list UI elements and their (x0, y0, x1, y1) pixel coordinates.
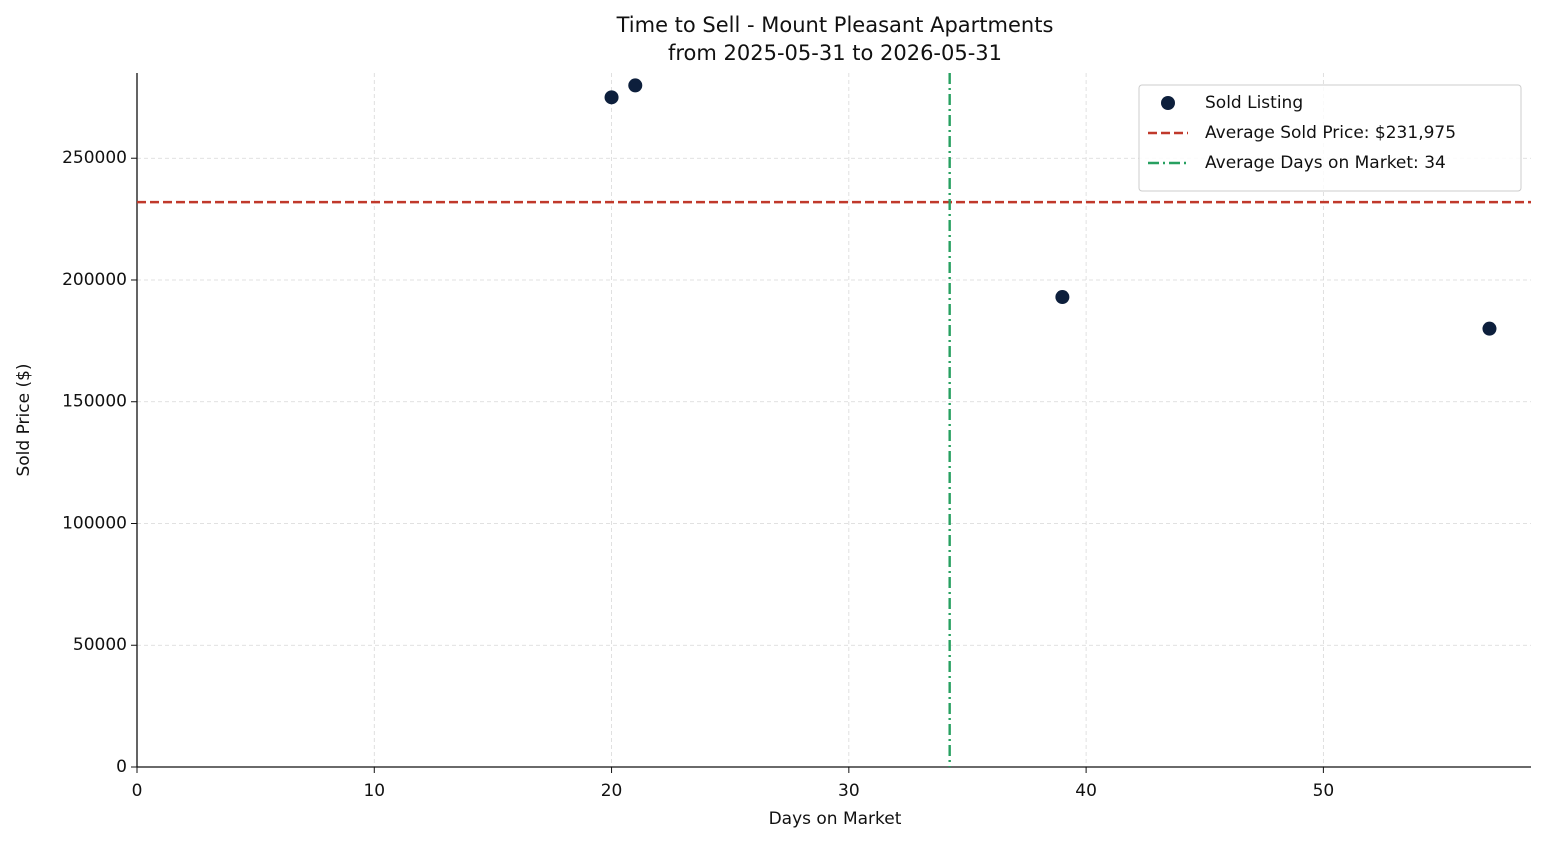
x-tick-label: 20 (601, 781, 623, 801)
y-tick-label: 50000 (73, 635, 127, 655)
point (1055, 290, 1070, 305)
y-tick-label: 100000 (62, 513, 127, 533)
legend-label: Average Days on Market: 34 (1205, 153, 1446, 173)
point (628, 78, 643, 93)
legend-box (1138, 84, 1522, 192)
y-tick-label: 250000 (62, 148, 127, 168)
x-tick-label: 40 (1075, 781, 1097, 801)
x-tick-label: 50 (1313, 781, 1335, 801)
x-tick-label: 0 (132, 781, 143, 801)
x-tick-label: 30 (838, 781, 860, 801)
x-axis-label: Days on Market (769, 809, 902, 829)
chart-subtitle: from 2025-05-31 to 2026-05-31 (668, 41, 1002, 65)
y-tick-label: 150000 (62, 392, 127, 412)
point (604, 90, 619, 105)
y-tick-label: 200000 (62, 270, 127, 290)
chart-title: Time to Sell - Mount Pleasant Apartments (616, 13, 1054, 37)
point (1482, 321, 1497, 336)
x-tick-label: 10 (363, 781, 385, 801)
legend-label: Average Sold Price: $231,975 (1205, 123, 1456, 143)
legend-marker (1161, 96, 1175, 110)
legend-label: Sold Listing (1205, 93, 1303, 113)
y-tick-label: 0 (116, 757, 127, 777)
y-axis-label: Sold Price ($) (14, 363, 34, 476)
